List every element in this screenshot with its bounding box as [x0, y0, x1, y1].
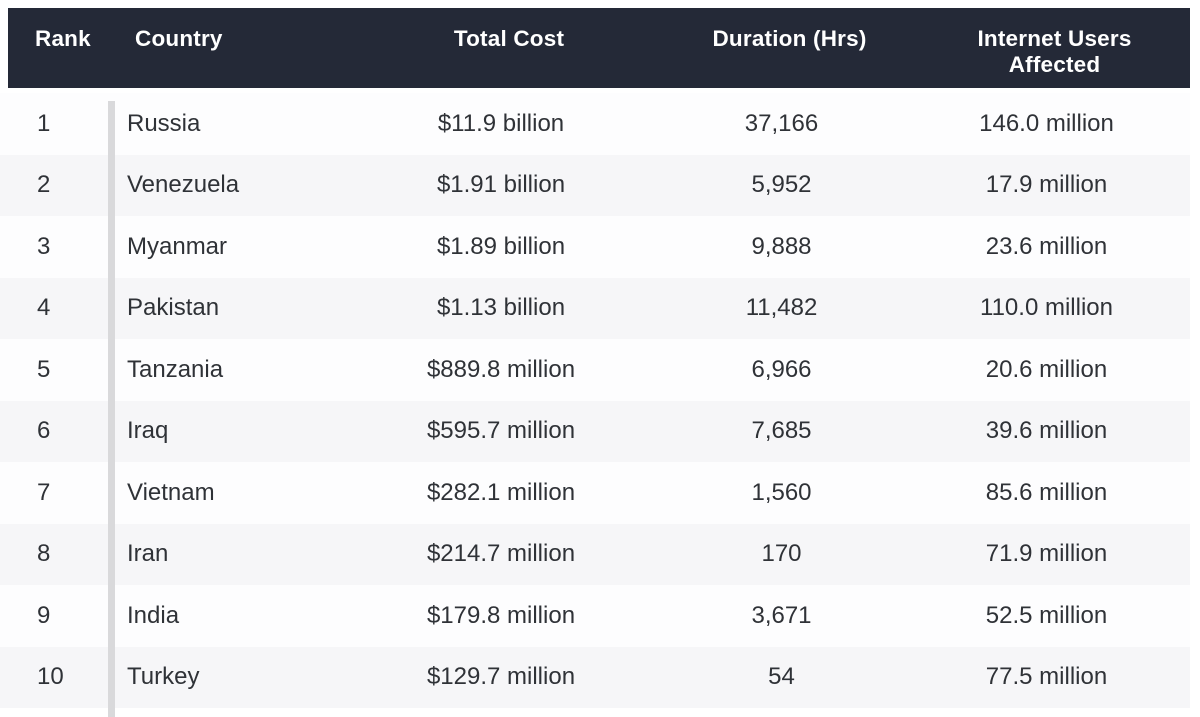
cell-total-cost: $1.91 billion: [436, 171, 566, 199]
column-header-rank: Rank: [35, 26, 91, 51]
cell-duration: 3,671: [751, 601, 812, 629]
cell-rank: 6: [37, 417, 51, 445]
cell-rank: 7: [37, 478, 51, 506]
cell-duration: 6,966: [751, 355, 812, 383]
column-header-users-affected: Internet Users Affected: [977, 26, 1132, 77]
cell-rank: 4: [37, 294, 51, 322]
table-row: 8 Iran $214.7 million 170 71.9 million: [0, 523, 1190, 585]
rank-column-divider: [108, 101, 115, 717]
table-row: 4 Pakistan $1.13 billion 11,482 110.0 mi…: [0, 277, 1190, 339]
table-row: 5 Tanzania $889.8 million 6,966 20.6 mil…: [0, 339, 1190, 401]
cell-users-affected: 39.6 million: [985, 417, 1108, 445]
cell-rank: 9: [37, 601, 51, 629]
cell-country: Iraq: [127, 417, 169, 445]
cell-total-cost: $595.7 million: [426, 417, 576, 445]
cell-users-affected: 23.6 million: [985, 232, 1108, 260]
cell-country: Myanmar: [127, 232, 228, 260]
table-header-row: Rank Country Total Cost Duration (Hrs) I…: [8, 8, 1190, 88]
cell-rank: 10: [37, 663, 64, 691]
cell-total-cost: $1.13 billion: [436, 294, 566, 322]
cell-rank: 5: [37, 355, 51, 383]
column-header-country: Country: [135, 26, 223, 51]
cell-total-cost: $129.7 million: [426, 663, 576, 691]
table-row: 2 Venezuela $1.91 billion 5,952 17.9 mil…: [0, 154, 1190, 216]
cell-total-cost: $1.89 billion: [436, 232, 566, 260]
cell-total-cost: $889.8 million: [426, 355, 576, 383]
table-body: 1 Russia $11.9 billion 37,166 146.0 mill…: [0, 93, 1200, 708]
cell-duration: 11,482: [745, 294, 818, 322]
cell-duration: 9,888: [751, 232, 812, 260]
cell-country: India: [127, 601, 180, 629]
cell-country: Iran: [127, 540, 169, 568]
cell-rank: 2: [37, 171, 51, 199]
table-row: 9 India $179.8 million 3,671 52.5 millio…: [0, 585, 1190, 647]
table-row: 7 Vietnam $282.1 million 1,560 85.6 mill…: [0, 462, 1190, 524]
cell-users-affected: 146.0 million: [979, 109, 1114, 137]
cell-country: Tanzania: [127, 355, 224, 383]
cell-duration: 54: [768, 663, 795, 691]
cell-country: Pakistan: [127, 294, 220, 322]
cell-duration: 1,560: [751, 478, 812, 506]
table-row: 6 Iraq $595.7 million 7,685 39.6 million: [0, 400, 1190, 462]
column-header-total-cost: Total Cost: [453, 26, 565, 51]
cell-users-affected: 52.5 million: [985, 601, 1108, 629]
cell-users-affected: 85.6 million: [985, 478, 1108, 506]
cell-rank: 8: [37, 540, 51, 568]
cell-country: Russia: [127, 109, 201, 137]
table-row: 1 Russia $11.9 billion 37,166 146.0 mill…: [0, 93, 1190, 155]
cell-rank: 1: [37, 109, 51, 137]
cell-users-affected: 77.5 million: [985, 663, 1108, 691]
cost-of-internet-shutdowns-table: Rank Country Total Cost Duration (Hrs) I…: [0, 8, 1200, 717]
cell-country: Vietnam: [127, 478, 215, 506]
cell-total-cost: $282.1 million: [426, 478, 576, 506]
cell-total-cost: $179.8 million: [426, 601, 576, 629]
cell-users-affected: 17.9 million: [985, 171, 1108, 199]
cell-total-cost: $11.9 billion: [437, 109, 565, 137]
cell-duration: 37,166: [744, 109, 819, 137]
cell-users-affected: 110.0 million: [980, 294, 1113, 322]
cell-total-cost: $214.7 million: [426, 540, 576, 568]
table-row: 10 Turkey $129.7 million 54 77.5 million: [0, 646, 1190, 708]
cell-duration: 5,952: [751, 171, 812, 199]
cell-duration: 170: [761, 540, 802, 568]
cell-duration: 7,685: [751, 417, 812, 445]
cell-users-affected: 71.9 million: [985, 540, 1108, 568]
column-header-duration: Duration (Hrs): [712, 26, 867, 51]
cell-country: Turkey: [127, 663, 200, 691]
table-row: 3 Myanmar $1.89 billion 9,888 23.6 milli…: [0, 216, 1190, 278]
cell-country: Venezuela: [127, 171, 240, 199]
cell-users-affected: 20.6 million: [985, 355, 1108, 383]
cell-rank: 3: [37, 232, 51, 260]
